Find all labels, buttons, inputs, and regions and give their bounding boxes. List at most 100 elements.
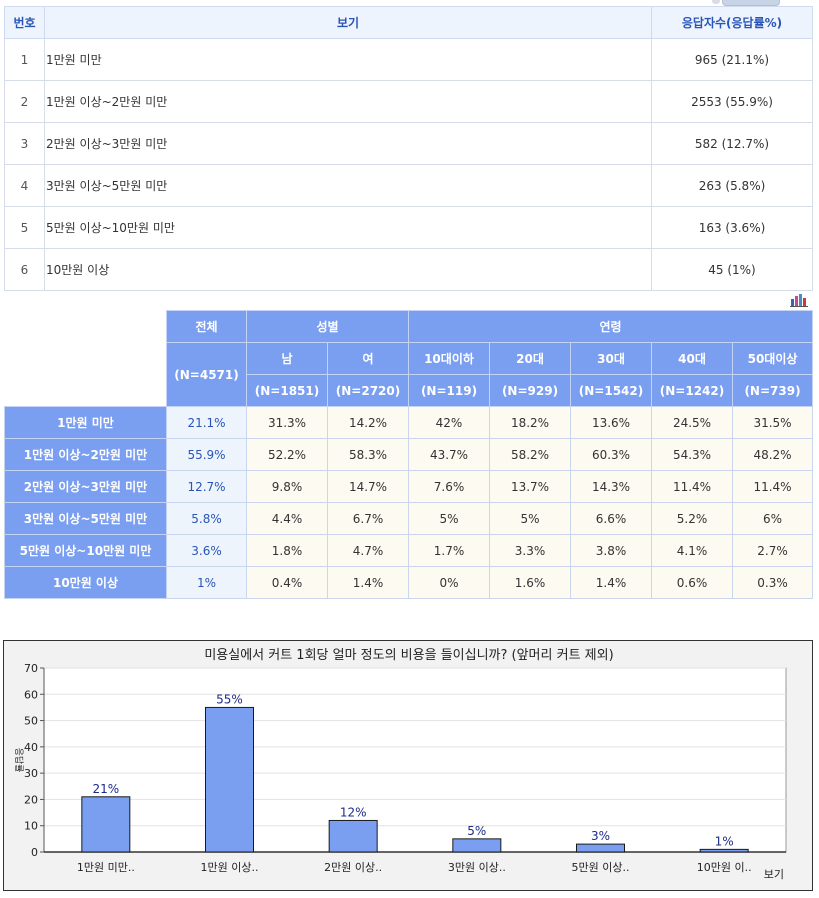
bar — [205, 706, 254, 853]
cross-row: 2만원 이상~3만원 미만 12.7% 9.8% 14.7% 7.6% 13.7% 14.3… — [4, 470, 814, 503]
cross-cell: 6.6% — [570, 502, 652, 535]
y-tick-label: 60 — [24, 688, 38, 701]
cross-row-label: 1만원 미만 — [4, 406, 167, 439]
cross-cell: 0% — [408, 566, 490, 599]
cross-row-label: 2만원 이상~3만원 미만 — [4, 470, 167, 503]
y-tick-label: 10 — [24, 820, 38, 833]
bar-chart-icon[interactable] — [790, 292, 808, 307]
bar — [81, 796, 131, 853]
summary-row-count: 965 (21.1%) — [651, 38, 813, 81]
cross-cell: 4.7% — [327, 534, 409, 567]
bar-data-label: 1% — [715, 834, 734, 848]
bar — [452, 838, 502, 853]
summary-row: 6 10만원 이상 45 (1%) — [4, 248, 813, 291]
cross-cell: 43.7% — [408, 438, 490, 471]
cross-row: 1만원 이상~2만원 미만 55.9% 52.2% 58.3% 43.7% 58.2% 60… — [4, 438, 814, 471]
cross-cell: 11.4% — [731, 470, 814, 503]
cross-row-label: 1만원 이상~2만원 미만 — [4, 438, 167, 471]
summary-row-option: 2만원 이상~3만원 미만 — [44, 122, 652, 165]
cross-row: 3만원 이상~5만원 미만 5.8% 4.4% 6.7% 5% 5% 6.6% 5.2% 6% — [4, 502, 814, 535]
cross-col-label: 남 — [246, 342, 328, 375]
cross-col-label: 40대 — [651, 342, 733, 375]
bar-data-label: 21% — [92, 782, 119, 796]
cross-header-total-n: (N=4571) — [166, 342, 247, 407]
cross-cell: 0.4% — [246, 566, 328, 599]
cross-col-n: (N=929) — [489, 374, 571, 407]
bar-data-label: 5% — [467, 824, 486, 838]
cross-col-label: 30대 — [570, 342, 652, 375]
cross-row-label: 10만원 이상 — [4, 566, 167, 599]
cross-cell: 24.5% — [651, 406, 733, 439]
cross-cell: 5% — [408, 502, 490, 535]
cross-cell: 42% — [408, 406, 490, 439]
summary-row-no: 2 — [4, 80, 45, 123]
cross-header-row-2: (N=4571) 남 여 10대이하 20대 30대 40대 50대이상 — [5, 342, 814, 407]
cross-cell: 18.2% — [489, 406, 571, 439]
cross-cell: 7.6% — [408, 470, 490, 503]
summary-row: 1 1만원 미만 965 (21.1%) — [4, 38, 813, 81]
summary-row-count: 263 (5.8%) — [651, 164, 813, 207]
summary-row-no: 1 — [4, 38, 45, 81]
bar-data-label: 55% — [216, 692, 243, 706]
summary-row: 4 3만원 이상~5만원 미만 263 (5.8%) — [4, 164, 813, 207]
cross-cell: 31.5% — [731, 406, 814, 439]
y-tick-label: 0 — [31, 846, 38, 859]
cross-cell: 52.2% — [246, 438, 328, 471]
cross-cell: 54.3% — [651, 438, 733, 471]
x-tick-label: 1만원 이상.. — [201, 861, 259, 874]
cross-cell: 2.7% — [731, 534, 814, 567]
top-tab-fragment-left — [712, 0, 720, 4]
cross-cell: 13.7% — [489, 470, 571, 503]
cross-col-label: 50대이상 — [731, 342, 814, 375]
summary-row-option: 5만원 이상~10만원 미만 — [44, 206, 652, 249]
cross-cell: 9.8% — [246, 470, 328, 503]
bar — [699, 848, 749, 853]
summary-row: 5 5만원 이상~10만원 미만 163 (3.6%) — [4, 206, 813, 249]
summary-row-option: 1만원 미만 — [44, 38, 652, 81]
cross-cell: 58.3% — [327, 438, 409, 471]
cross-header-age: 연령 — [407, 310, 814, 343]
cross-cell: 0.6% — [651, 566, 733, 599]
cross-cell: 5.2% — [651, 502, 733, 535]
cross-header-row-1: 전체 성별 연령 — [4, 310, 814, 407]
cross-cell: 5% — [489, 502, 571, 535]
bar-chart: 미용실에서 커트 1회당 얼마 정도의 비용을 들이십니까? (앞머리 커트 제… — [3, 640, 813, 891]
response-summary-table: 번호 보기 응답자수(응답률%) 1 1만원 미만 965 (21.1%) 2 1만원 … — [4, 6, 813, 291]
cross-tab-table: 전체 성별 연령 (N=4571) 남 여 10대이하 20대 30대 40대 50대이상 … — [4, 310, 814, 599]
y-tick-label: 50 — [24, 715, 38, 728]
cross-row: 10만원 이상 1% 0.4% 1.4% 0% 1.6% 1.4% 0.6% 0.3% — [4, 566, 814, 599]
cross-row: 1만원 미만 21.1% 31.3% 14.2% 42% 18.2% 13.6% 24.5% 3… — [4, 406, 814, 439]
cross-col-n: (N=739) — [731, 374, 814, 407]
y-tick-label: 40 — [24, 741, 38, 754]
cross-col-n: (N=119) — [408, 374, 490, 407]
summary-row-no: 3 — [4, 122, 45, 165]
summary-header-row: 번호 보기 응답자수(응답률%) — [4, 6, 813, 39]
cross-col-n: (N=2720) — [327, 374, 409, 407]
cross-cell: 4.1% — [651, 534, 733, 567]
cross-cell: 3.8% — [570, 534, 652, 567]
cross-row-total: 5.8% — [166, 502, 247, 535]
cross-cell: 31.3% — [246, 406, 328, 439]
x-tick-label: 3만원 이상.. — [448, 861, 506, 874]
summary-row-count: 2553 (55.9%) — [651, 80, 813, 123]
cross-cell: 48.2% — [731, 438, 814, 471]
summary-row-no: 4 — [4, 164, 45, 207]
cross-col-label: 여 — [327, 342, 409, 375]
cross-row-label: 5만원 이상~10만원 미만 — [4, 534, 167, 567]
cross-cell: 13.6% — [570, 406, 652, 439]
x-tick-label: 5만원 이상.. — [572, 861, 630, 874]
summary-row-count: 163 (3.6%) — [651, 206, 813, 249]
cross-col-n: (N=1851) — [246, 374, 328, 407]
cross-row-total: 12.7% — [166, 470, 247, 503]
cross-cell: 6.7% — [327, 502, 409, 535]
top-button-fragment[interactable] — [722, 0, 780, 6]
cross-row-total: 1% — [166, 566, 247, 599]
header-option: 보기 — [44, 6, 652, 39]
cross-cell: 1.4% — [327, 566, 409, 599]
x-tick-label: 2만원 이상.. — [324, 861, 382, 874]
cross-col-n: (N=1242) — [651, 374, 733, 407]
cross-cell: 14.2% — [327, 406, 409, 439]
bar-chart-svg: 미용실에서 커트 1회당 얼마 정도의 비용을 들이십니까? (앞머리 커트 제… — [13, 648, 787, 881]
cross-cell: 1.4% — [570, 566, 652, 599]
cross-row: 5만원 이상~10만원 미만 3.6% 1.8% 4.7% 1.7% 3.3% 3.8% 4.… — [4, 534, 814, 567]
